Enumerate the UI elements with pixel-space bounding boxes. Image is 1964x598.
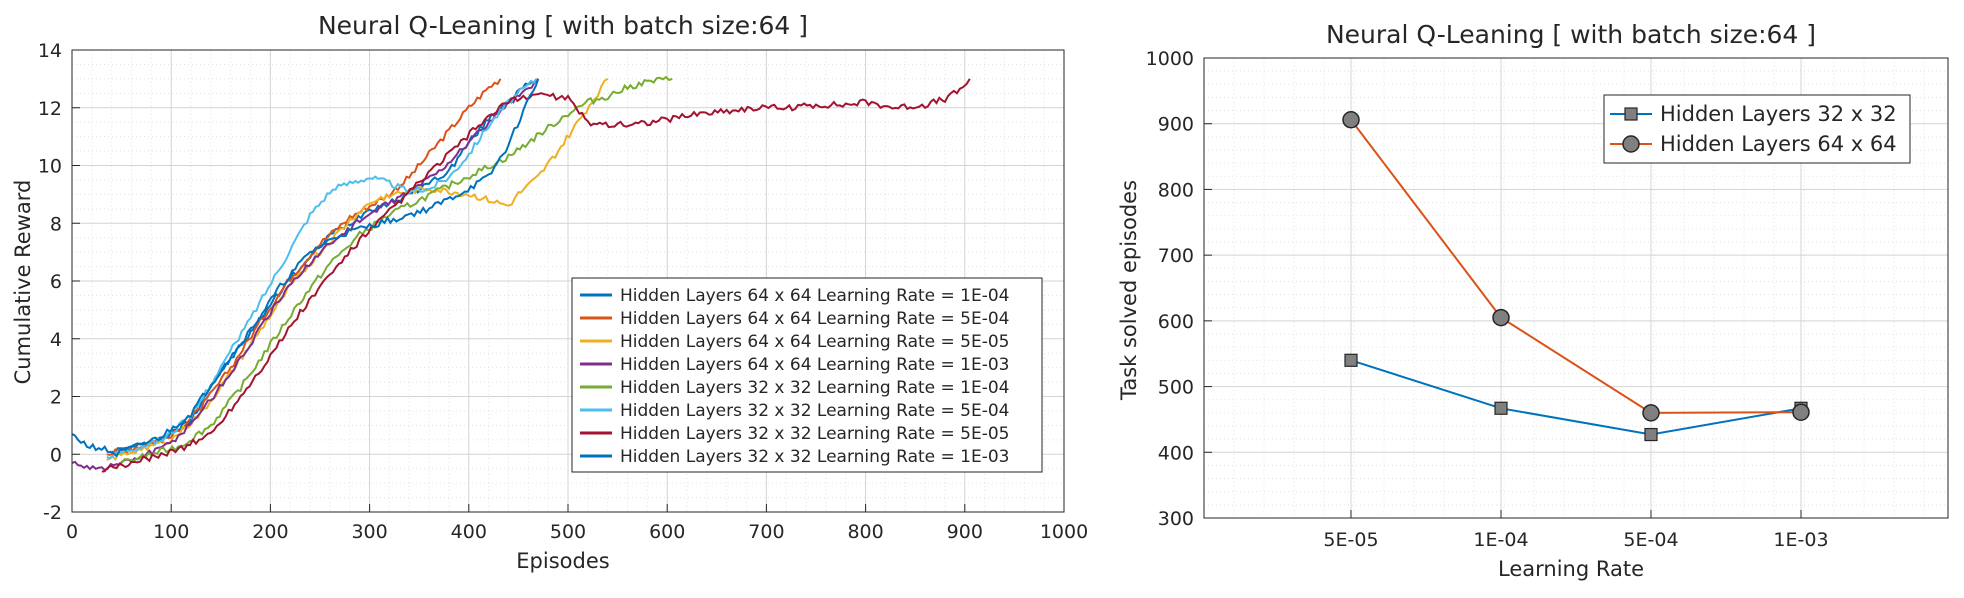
chart2-x-tick-label: 5E-04 [1623,529,1678,551]
chart2-data-marker [1792,403,1810,421]
chart1-legend-label: Hidden Layers 32 x 32 Learning Rate = 5E… [620,401,1009,421]
chart1-series-line [101,78,971,473]
chart2-x-tick-label: 1E-04 [1473,529,1528,551]
chart1-x-axis-label: Episodes [516,549,609,573]
chart2-title: Neural Q-Leaning [ with batch size:64 ] [1326,20,1816,49]
chart2-y-tick-label: 900 [1158,114,1194,136]
chart1-y-tick-label: -2 [43,502,62,524]
chart2-x-tick-label: 5E-05 [1323,529,1378,551]
chart2-x-axis-label: Learning Rate [1498,557,1644,581]
chart1-legend-label: Hidden Layers 32 x 32 Learning Rate = 5E… [620,424,1009,444]
chart1-y-tick-label: 10 [38,156,62,178]
chart1-x-tick-label: 800 [847,521,883,543]
chart1-series-line [106,78,502,456]
chart1-legend-label: Hidden Layers 64 x 64 Learning Rate = 5E… [620,332,1009,352]
chart2-data-marker [1644,427,1658,442]
chart1-y-tick-label: 6 [50,271,62,293]
chart1-series-line [106,78,538,460]
chart1-x-tick-label: 600 [649,521,685,543]
chart1-y-tick-label: 12 [38,98,62,120]
chart1-x-tick-label: 500 [550,521,586,543]
chart1-series-line [120,75,673,464]
chart1-y-tick-label: 14 [38,40,62,62]
chart2-legend-marker [1622,135,1640,153]
chart2-series-line [1350,119,1802,414]
chart1-x-tick-label: 300 [351,521,387,543]
chart1-legend-label: Hidden Layers 64 x 64 Learning Rate = 5E… [620,309,1009,329]
chart2-y-tick-label: 500 [1158,377,1194,399]
chart2-y-axis-label: Task solved episodes [1117,180,1141,401]
chart2-y-tick-label: 400 [1158,442,1194,464]
chart1-axes-frame [71,49,1065,513]
chart1-title: Neural Q-Leaning [ with batch size:64 ] [318,11,808,40]
chart1-y-tick-label: 2 [50,387,62,409]
chart2-y-tick-label: 300 [1158,508,1194,530]
reward-chart: Neural Q-Leaning [ with batch size:64 ] … [11,11,1088,573]
chart2-axes-frame [1203,57,1949,519]
chart1-x-tick-label: 400 [451,521,487,543]
chart1-x-tick-label: 1000 [1040,521,1088,543]
chart1-x-tick-label: 200 [252,521,288,543]
chart1-y-tick-label: 8 [50,213,62,235]
chart1-y-axis-label: Cumulative Reward [11,180,35,385]
chart2-legend-label: Hidden Layers 64 x 64 [1660,132,1897,156]
chart2-x-tick-label: 1E-03 [1773,529,1828,551]
chart2-legend-marker [1624,107,1638,121]
chart1-x-tick-label: 700 [748,521,784,543]
chart2-data-marker [1494,401,1508,415]
chart1-legend-box [571,277,1043,473]
chart1-series-line [71,78,539,472]
chart1-legend-label: Hidden Layers 64 x 64 Learning Rate = 1E… [620,355,1009,375]
chart1-legend-label: Hidden Layers 64 x 64 Learning Rate = 1E… [620,286,1009,306]
chart1-y-tick-label: 4 [50,329,62,351]
chart2-legend-box [1603,94,1911,164]
chart1-x-tick-label: 900 [947,521,983,543]
chart1-legend-label: Hidden Layers 32 x 32 Learning Rate = 1E… [620,378,1009,398]
chart2-y-tick-label: 700 [1158,245,1194,267]
chart1-x-tick-label: 0 [66,521,78,543]
chart1-x-tick-label: 100 [153,521,189,543]
chart2-data-marker [1492,308,1510,327]
chart2-series-line [1350,359,1802,436]
solved-episodes-chart: Neural Q-Leaning [ with batch size:64 ] … [1117,20,1949,581]
chart1-legend-label: Hidden Layers 32 x 32 Learning Rate = 1E… [620,447,1009,467]
chart1-series-line [71,78,540,458]
chart1-y-tick-label: 0 [50,444,62,466]
chart2-y-tick-label: 800 [1158,179,1194,201]
chart2-data-marker [1342,111,1360,129]
chart2-data-marker [1642,404,1660,422]
chart2-data-marker [1344,353,1358,367]
chart2-y-tick-label: 600 [1158,311,1194,333]
chart2-legend-label: Hidden Layers 32 x 32 [1660,102,1897,126]
chart2-y-tick-label: 1000 [1146,48,1194,70]
